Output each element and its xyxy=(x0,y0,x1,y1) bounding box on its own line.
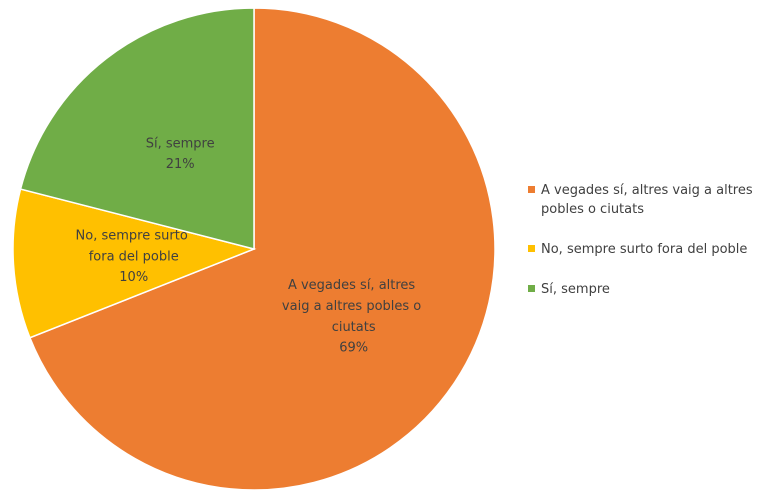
legend-label: A vegades sí, altres vaig a altres poble… xyxy=(541,183,757,217)
legend-swatch xyxy=(528,186,535,193)
pie-slice xyxy=(19,7,255,250)
legend-label: No, sempre surto fora del poble xyxy=(541,242,747,257)
legend-label: Sí, sempre xyxy=(541,282,610,297)
pie-slice xyxy=(28,7,496,490)
slice-value-label: 10% xyxy=(119,270,148,285)
slice-label: No, sempre surto fora del poble xyxy=(76,228,192,264)
slice-value-label: 69% xyxy=(339,341,368,356)
legend-swatch xyxy=(528,285,535,292)
pie-slice xyxy=(12,188,257,339)
legend-swatch xyxy=(528,245,535,252)
slice-value-label: 21% xyxy=(166,157,195,172)
slice-label: Sí, sempre xyxy=(146,136,215,151)
slice-label: A vegades sí, altres vaig a altres poble… xyxy=(282,278,425,335)
